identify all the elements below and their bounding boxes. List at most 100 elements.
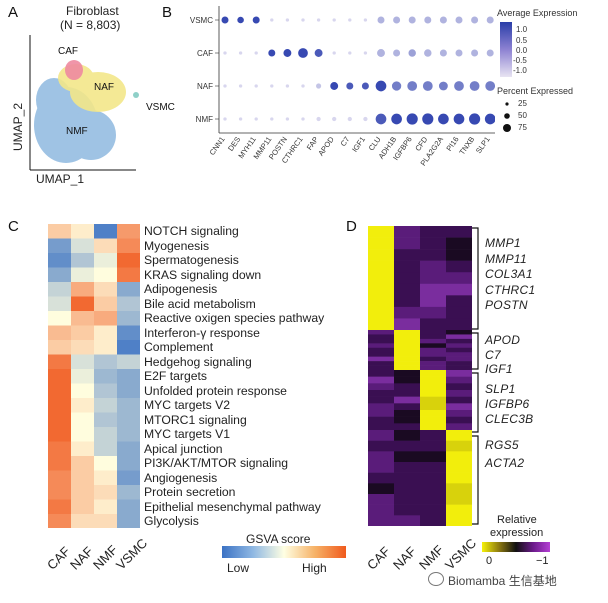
heatmap-c-cell: [48, 311, 71, 326]
heatmap-d-cell: [420, 472, 446, 484]
dotplot-dot: [424, 49, 432, 57]
heatmap-c-cell: [117, 340, 140, 355]
relative-expression-heatmap: [368, 226, 472, 526]
heatmap-d-cell: [420, 504, 446, 516]
heatmap-d-cell: [420, 383, 446, 391]
heatmap-d-cell: [446, 237, 472, 250]
gsva-legend-high: High: [302, 561, 327, 575]
heatmap-c-cell: [94, 398, 117, 413]
heatmap-d-cell: [420, 352, 446, 357]
dotplot-dot: [391, 81, 402, 91]
gene-label: POSTN: [485, 298, 528, 312]
heatmap-d-cell: [446, 347, 472, 353]
dotplot-dot: [221, 16, 229, 24]
heatmap-c-cell: [48, 253, 71, 268]
pathway-label: Bile acid metabolism: [144, 296, 256, 311]
dotplot-dot: [314, 49, 323, 57]
heatmap-d-cell: [420, 272, 446, 285]
dotplot-dot: [330, 82, 339, 90]
pathway-label: NOTCH signaling: [144, 224, 239, 238]
pathway-label: MYC targets V1: [144, 427, 231, 441]
dotplot-dot: [377, 16, 385, 24]
heatmap-d-cell: [420, 483, 446, 495]
heatmap-d-cell: [394, 237, 420, 250]
rel-expr-legend-title2: expression: [490, 527, 544, 539]
gene-label: IGFBP6: [485, 397, 530, 411]
heatmap-c-cell: [48, 354, 71, 369]
gsva-legend-title: GSVA score: [246, 532, 311, 546]
heatmap-d-cell: [446, 330, 472, 335]
heatmap-d-cell: [394, 376, 420, 384]
heatmap-d-cell: [420, 410, 446, 417]
heatmap-d-cell: [368, 451, 394, 463]
heatmap-c-cell: [94, 311, 117, 326]
heatmap-d-cell: [420, 338, 446, 344]
panel-a-title: Fibroblast: [66, 4, 119, 18]
heatmap-d-cell: [368, 237, 394, 250]
heatmap-d-cell: [394, 370, 420, 377]
heatmap-c-cell: [117, 311, 140, 326]
heatmap-d-cell: [420, 226, 446, 238]
heatmap-c-cell: [94, 441, 117, 456]
dotplot-dot: [391, 113, 402, 125]
panel-a-subtitle: (N = 8,803): [60, 18, 121, 32]
gene-label: RGS5: [485, 438, 519, 452]
heatmap-c-cell: [117, 456, 140, 471]
heatmap-d-cell: [394, 472, 420, 484]
heatmap-c-cell: [94, 224, 117, 239]
heatmap-c-cell: [94, 267, 117, 282]
dotplot-dot: [238, 117, 243, 121]
heatmap-c-cell: [94, 456, 117, 471]
avg-expr-title: Average Expression: [497, 8, 578, 18]
heatmap-d-cell: [446, 365, 472, 371]
heatmap-d-cell: [446, 515, 472, 526]
dotplot-dot: [471, 16, 479, 24]
umap-xlabel: UMAP_1: [36, 172, 85, 186]
heatmap-d-cell: [446, 383, 472, 391]
heatmap-c-cell: [117, 369, 140, 384]
pathway-label: Angiogenesis: [144, 470, 218, 485]
dotplot-dot: [486, 49, 494, 57]
heatmap-c-cell: [71, 282, 94, 297]
dotplot-dot: [375, 80, 387, 92]
heatmap-d-cell: [446, 318, 472, 331]
gene-label: SLP1: [485, 382, 516, 396]
dotplot-dot: [471, 49, 479, 57]
dotplot-dot: [469, 113, 481, 125]
heatmap-d-cell: [368, 306, 394, 319]
heatmap-d-cell: [368, 440, 394, 452]
panel-c-letter: C: [8, 218, 19, 235]
heatmap-c-cell: [71, 412, 94, 427]
heatmap-c-cell: [48, 485, 71, 500]
gsva-colorbar: [222, 546, 346, 558]
heatmap-c-cell: [48, 267, 71, 282]
dotplot-dot: [422, 113, 434, 125]
heatmap-d-cell: [394, 226, 420, 238]
avg-tick-5: -1.0: [513, 66, 527, 75]
heatmap-d-cell: [394, 483, 420, 495]
heatmap-c-cell: [94, 340, 117, 355]
heatmap-c-cell: [94, 282, 117, 297]
panel-d-letter: D: [346, 218, 357, 235]
heatmap-d-cell: [368, 318, 394, 331]
heatmap-d-cell: [446, 416, 472, 424]
heatmap-d-cell: [446, 356, 472, 362]
dotplot-dot: [348, 18, 352, 22]
dotplot-dot: [332, 51, 336, 55]
heatmap-d-cell: [420, 260, 446, 273]
heatmap-d-cell: [368, 260, 394, 273]
dotplot-row-label: NMF: [196, 115, 213, 124]
heatmap-c-cell: [71, 383, 94, 398]
heatmap-d-cell: [368, 403, 394, 411]
heatmap-d-cell: [446, 451, 472, 463]
heatmap-d-cell: [446, 370, 472, 377]
heatmap-d-cell: [394, 295, 420, 308]
dotplot-dot: [439, 16, 447, 24]
umap-plot: CAF NAF NMF VSMC: [29, 35, 175, 171]
dotplot-dot: [393, 49, 401, 57]
dotplot-dot: [223, 51, 227, 55]
heatmap-c-cell: [94, 354, 117, 369]
heatmap-d-cell: [446, 462, 472, 473]
heatmap-c-cell: [117, 224, 140, 239]
wechat-icon: [428, 572, 444, 586]
